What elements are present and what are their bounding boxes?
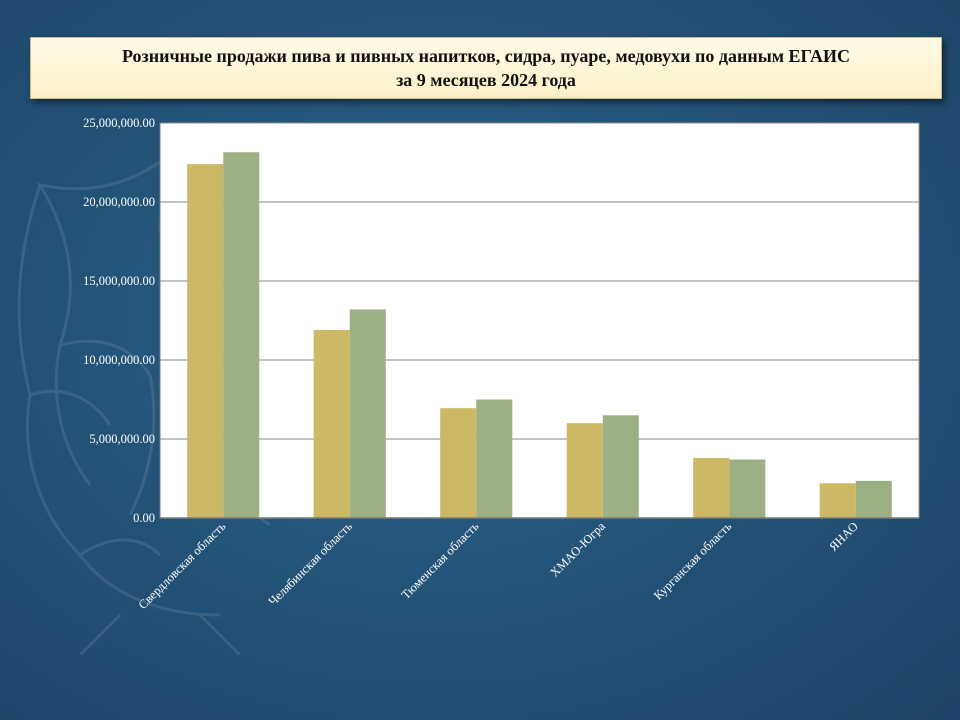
bar-series-1-4 xyxy=(566,423,603,518)
bar-series-1-6 xyxy=(819,483,856,518)
bar-series-1-2 xyxy=(313,329,350,518)
y-tick-label: 15,000,000.00 xyxy=(83,274,155,288)
grid-lines xyxy=(160,122,919,440)
y-tick-label: 10,000,000.00 xyxy=(83,353,155,367)
x-category-label: ХМАО-Югра xyxy=(547,519,608,580)
y-tick-label: 0.00 xyxy=(133,511,155,525)
bar-series-2-5 xyxy=(729,459,766,518)
chart-title-line-2: за 9 месяцев 2024 года xyxy=(396,70,576,90)
chart-title-box: Розничные продажи пива и пивных напитков… xyxy=(30,37,942,99)
bar-series-1-1 xyxy=(187,164,224,518)
bar-series-2-3 xyxy=(476,399,513,518)
y-tick-label: 5,000,000.00 xyxy=(89,432,155,446)
bar-series-2-1 xyxy=(223,152,260,519)
chart-title-line-1: Розничные продажи пива и пивных напитков… xyxy=(121,46,851,66)
bars-group xyxy=(187,152,892,519)
bar-series-1-5 xyxy=(693,457,730,518)
x-category-label: Тюменская область xyxy=(399,519,482,602)
x-category-labels: Свердловская область Челябинская область Т… xyxy=(136,519,861,612)
bar-series-2-4 xyxy=(602,415,639,518)
bar-series-2-2 xyxy=(349,309,386,518)
y-tick-label: 20,000,000.00 xyxy=(83,195,155,209)
x-category-label: Свердловская область xyxy=(136,519,229,612)
y-tick-labels: 0.00 5,000,000.00 10,000,000.00 15,000,000.… xyxy=(83,116,155,525)
bar-series-2-6 xyxy=(855,480,892,518)
x-category-label: Курганская область xyxy=(651,519,735,603)
y-tick-label: 25,000,000.00 xyxy=(83,116,155,130)
x-category-label: Челябинская область xyxy=(266,519,355,608)
x-category-label: ЯНАО xyxy=(826,519,861,554)
bar-series-1-3 xyxy=(440,408,477,518)
plot-area xyxy=(159,122,920,519)
